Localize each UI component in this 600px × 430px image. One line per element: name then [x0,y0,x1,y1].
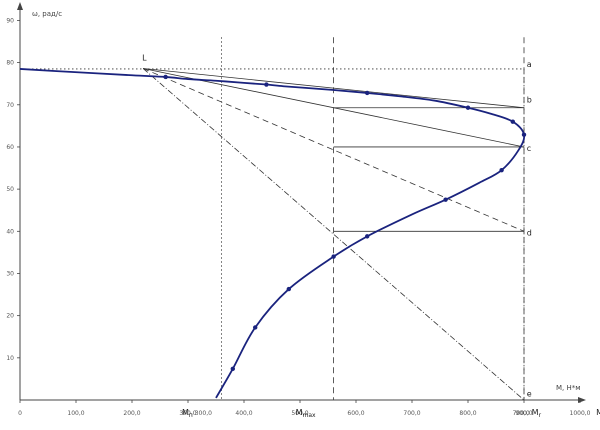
curve-point-marker [499,167,504,173]
x-tick-label: 0 [18,410,22,417]
y-tick-label: 90 [6,17,14,24]
y-tick-label: 30 [6,270,14,277]
x-tick-label: 800,0 [459,410,476,417]
curve-point-marker [465,105,471,110]
y-axis-arrow [17,2,23,10]
construction-lines-layer [142,68,525,401]
x-tick-label: 1000,0 [570,410,591,417]
curve-point-marker [521,132,527,137]
y-tick-label: 10 [6,355,14,362]
y-tick-label: 60 [6,144,14,151]
y-tick-label: 80 [6,60,14,67]
labels-layer: 0 100,0 200,0 300,0 400,0 500,0 600,0 700,0 800,… [6,10,600,419]
axis-marker-label: M​п 300,0 [182,408,212,419]
axes-layer [17,2,586,403]
construction-line [143,68,525,232]
point-label: d [527,229,532,238]
x-tick-label: 900,0 [515,410,532,417]
axis-marker-label: 700,0 Mr [513,408,542,419]
x-tick-label: 400,0 [235,410,252,417]
curve-point-marker [163,74,168,80]
point-label: b [527,96,532,105]
x-tick-label: 300,0 [179,410,196,417]
construction-line [142,68,525,401]
curve-point-marker [264,82,269,87]
reference-lines-layer [20,37,525,400]
curve-point-marker [230,366,235,371]
point-label: a [527,60,532,69]
curve-point-marker [365,234,370,239]
curve-layer [19,68,527,399]
point-label: L [142,54,147,63]
curve-point-marker [443,197,448,202]
y-tick-label: 40 [6,228,14,235]
y-tick-label: 70 [6,102,14,109]
x-tick-label: 600,0 [347,410,364,417]
point-label: c [527,144,531,153]
curve-point-marker [365,90,370,96]
construction-line [143,68,525,109]
y-tick-label: 20 [6,313,14,320]
curve-point-marker [253,325,258,330]
axis-marker-label: Mmax [296,408,316,419]
axis-marker-label: Mk [596,408,600,419]
point-label: e [527,390,532,399]
x-axis-arrow [578,397,586,403]
y-tick-label: 50 [6,186,14,193]
x-tick-label: 700,0 [403,410,420,417]
curve-point-marker [286,286,291,292]
characteristic-curve [19,68,526,399]
curve-point-marker [510,119,515,124]
x-tick-label: 100,0 [67,410,84,417]
x-axis-title: M, Н*м [556,384,581,392]
x-tick-label: 500,0 [291,410,308,417]
x-tick-label: 200,0 [123,410,140,417]
curve-point-marker [331,254,336,259]
y-axis-title: ω, рад/с [32,10,62,18]
